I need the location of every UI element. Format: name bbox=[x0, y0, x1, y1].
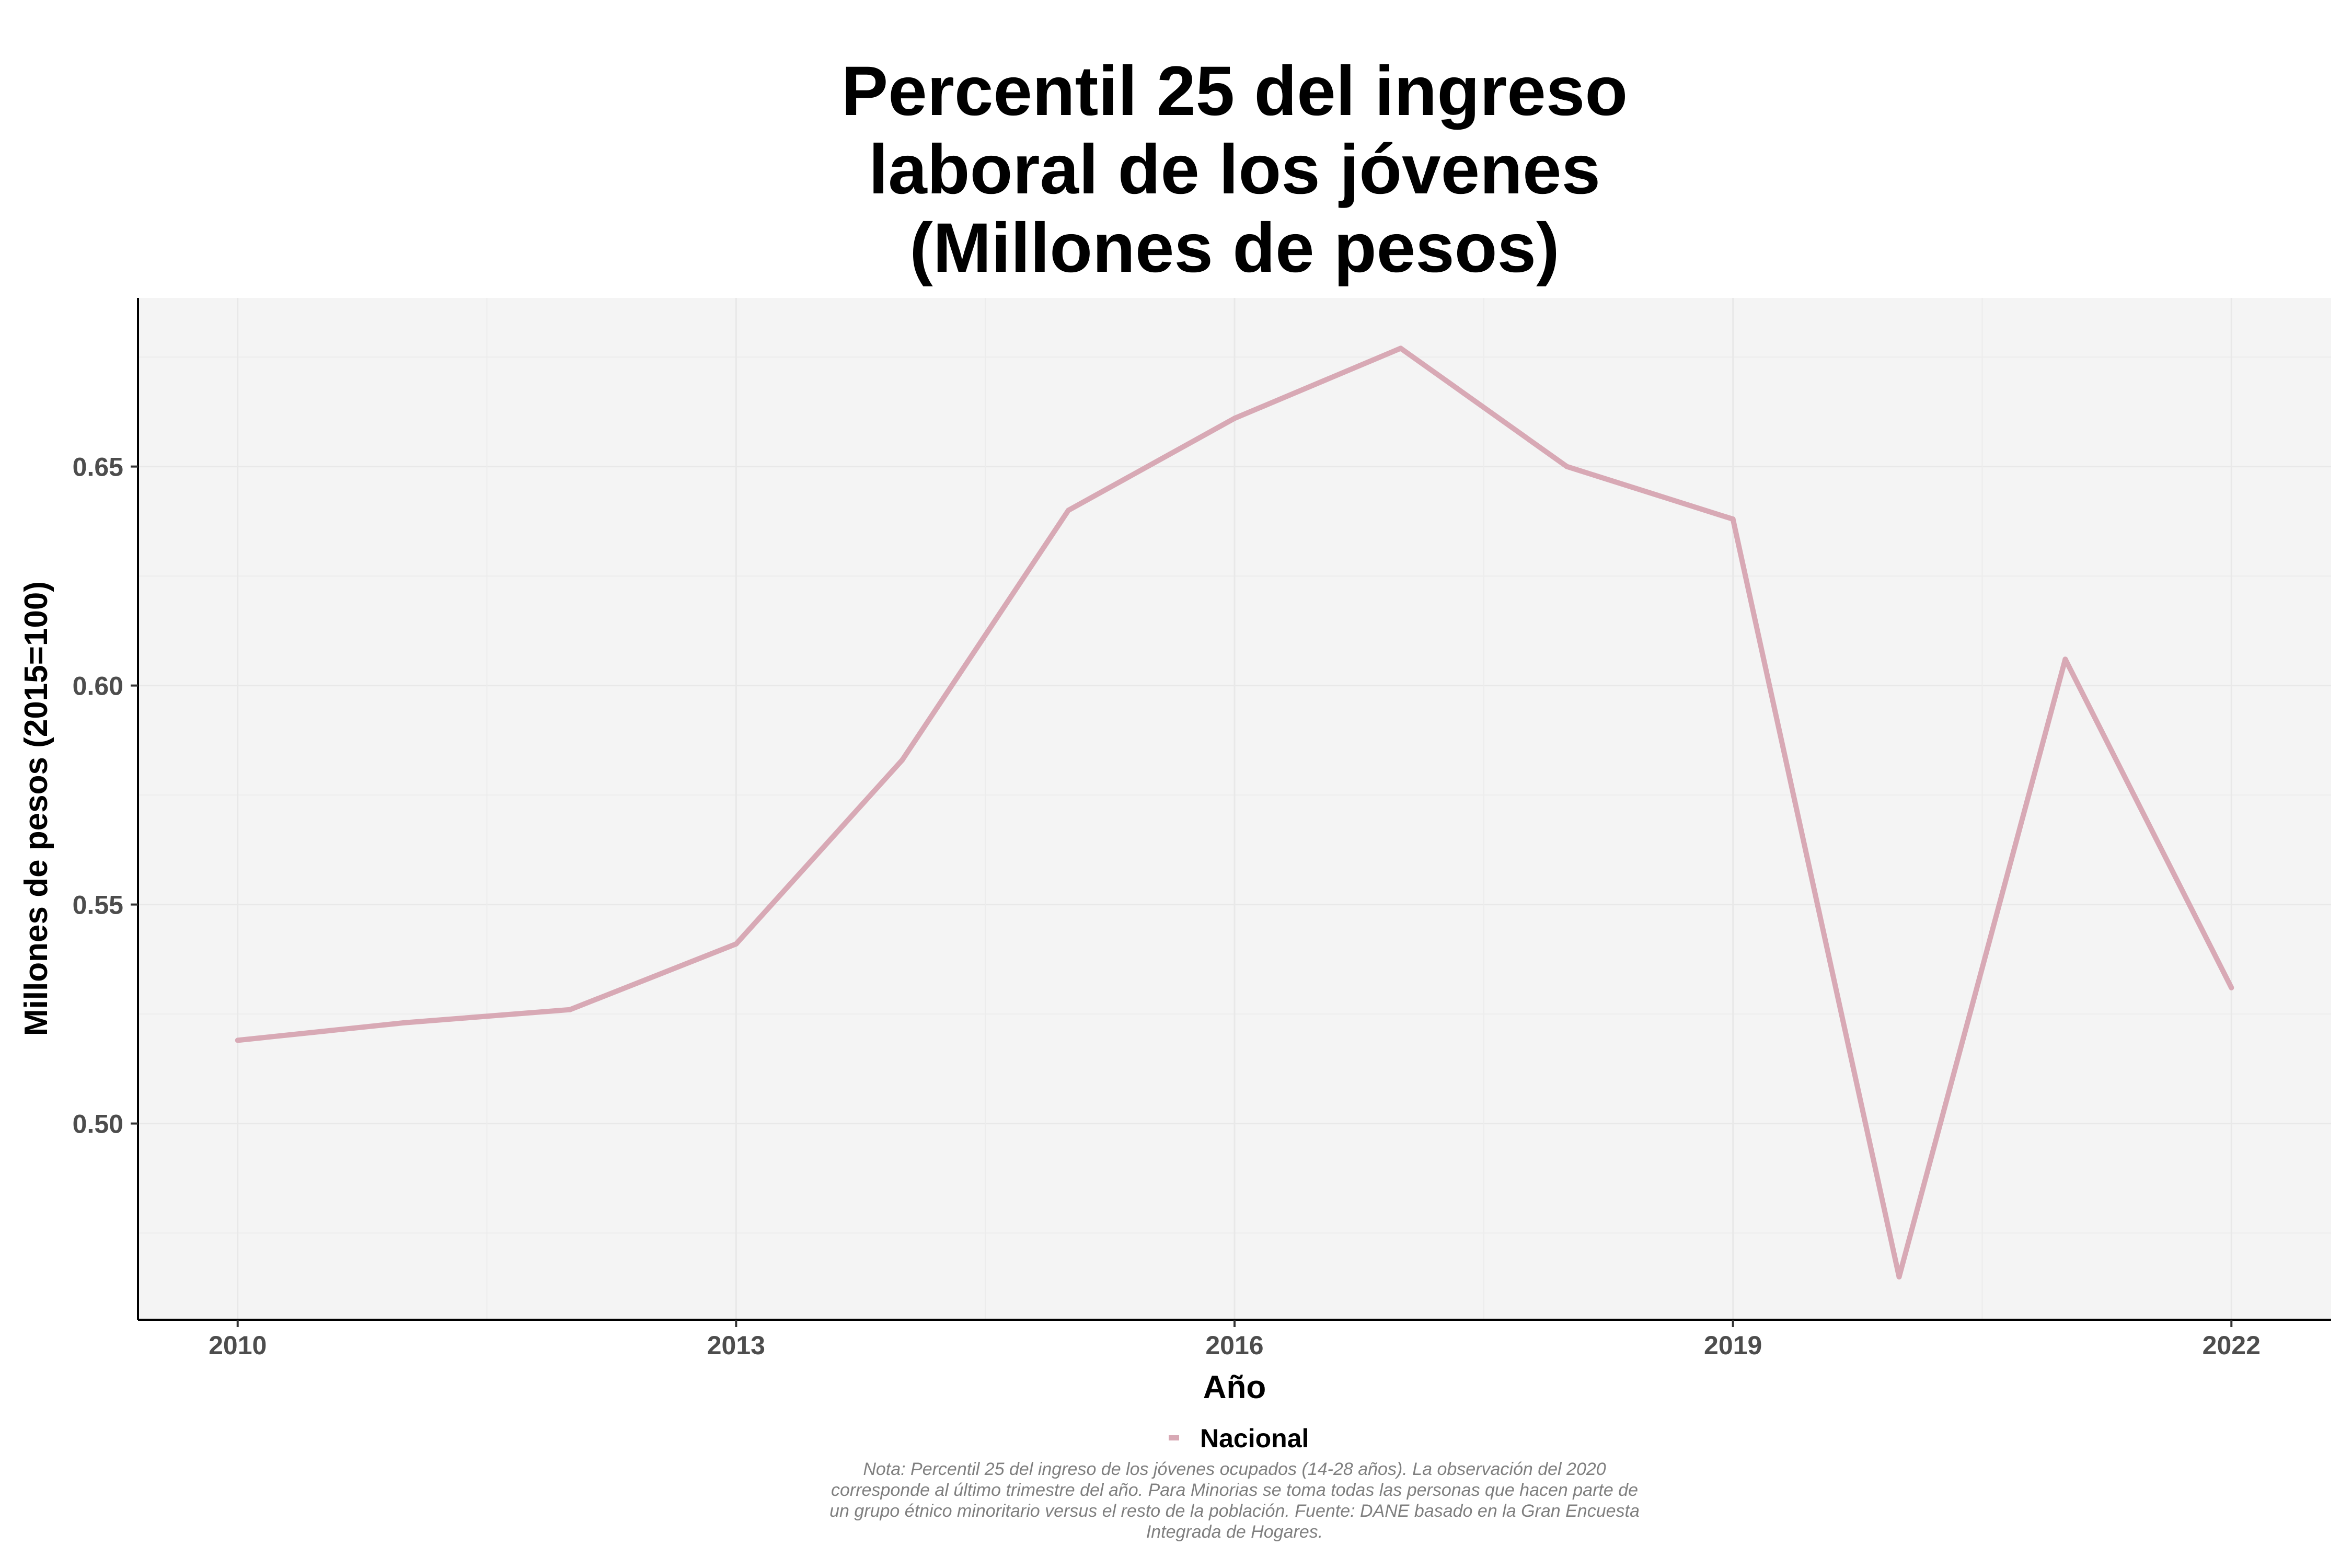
data-point bbox=[567, 1007, 573, 1012]
series-layer bbox=[235, 345, 2234, 1279]
data-point bbox=[2229, 985, 2234, 990]
data-point bbox=[1232, 416, 1237, 421]
data-point bbox=[1730, 516, 1736, 522]
note-line-2: corresponde al último trimestre del año.… bbox=[831, 1480, 1638, 1500]
y-axis-title: Millones de pesos (2015=100) bbox=[18, 581, 54, 1036]
note-line-1: Nota: Percentil 25 del ingreso de los jó… bbox=[863, 1459, 1606, 1479]
data-point bbox=[1896, 1274, 1902, 1279]
title-line-3: (Millones de pesos) bbox=[909, 209, 1559, 287]
y-axis-ticks: 0.50 0.55 0.60 0.65 bbox=[73, 453, 138, 1139]
legend: Nacional bbox=[1169, 1424, 1309, 1453]
legend-label-nacional: Nacional bbox=[1200, 1424, 1309, 1453]
data-point bbox=[1564, 464, 1570, 469]
title-line-1: Percentil 25 del ingreso bbox=[841, 52, 1628, 130]
note-line-3: un grupo étnico minoritario versus el re… bbox=[829, 1501, 1640, 1521]
data-point bbox=[900, 757, 905, 763]
x-tick-label: 2010 bbox=[209, 1331, 267, 1360]
x-axis-title: Año bbox=[1203, 1369, 1266, 1405]
y-tick-label: 0.55 bbox=[73, 891, 123, 920]
note-line-4: Integrada de Hogares. bbox=[1146, 1522, 1323, 1542]
x-axis-ticks: 2010 2013 2016 2019 2022 bbox=[209, 1320, 2261, 1360]
data-point bbox=[235, 1037, 240, 1043]
y-tick-label: 0.50 bbox=[73, 1110, 123, 1139]
x-tick-label: 2019 bbox=[1704, 1331, 1762, 1360]
chart-title: Percentil 25 del ingreso laboral de los … bbox=[841, 52, 1628, 287]
data-point bbox=[1066, 508, 1071, 513]
y-tick-label: 0.65 bbox=[73, 453, 123, 482]
grid-lines bbox=[138, 298, 2331, 1320]
note: Nota: Percentil 25 del ingreso de los jó… bbox=[829, 1459, 1640, 1542]
data-point bbox=[1398, 345, 1403, 351]
y-tick-label: 0.60 bbox=[73, 672, 123, 701]
data-point bbox=[2062, 656, 2068, 662]
x-tick-label: 2013 bbox=[707, 1331, 765, 1360]
data-point bbox=[733, 941, 739, 947]
x-tick-label: 2022 bbox=[2203, 1331, 2261, 1360]
x-tick-label: 2016 bbox=[1205, 1331, 1263, 1360]
title-line-2: laboral de los jóvenes bbox=[869, 131, 1600, 209]
data-point bbox=[401, 1020, 407, 1025]
